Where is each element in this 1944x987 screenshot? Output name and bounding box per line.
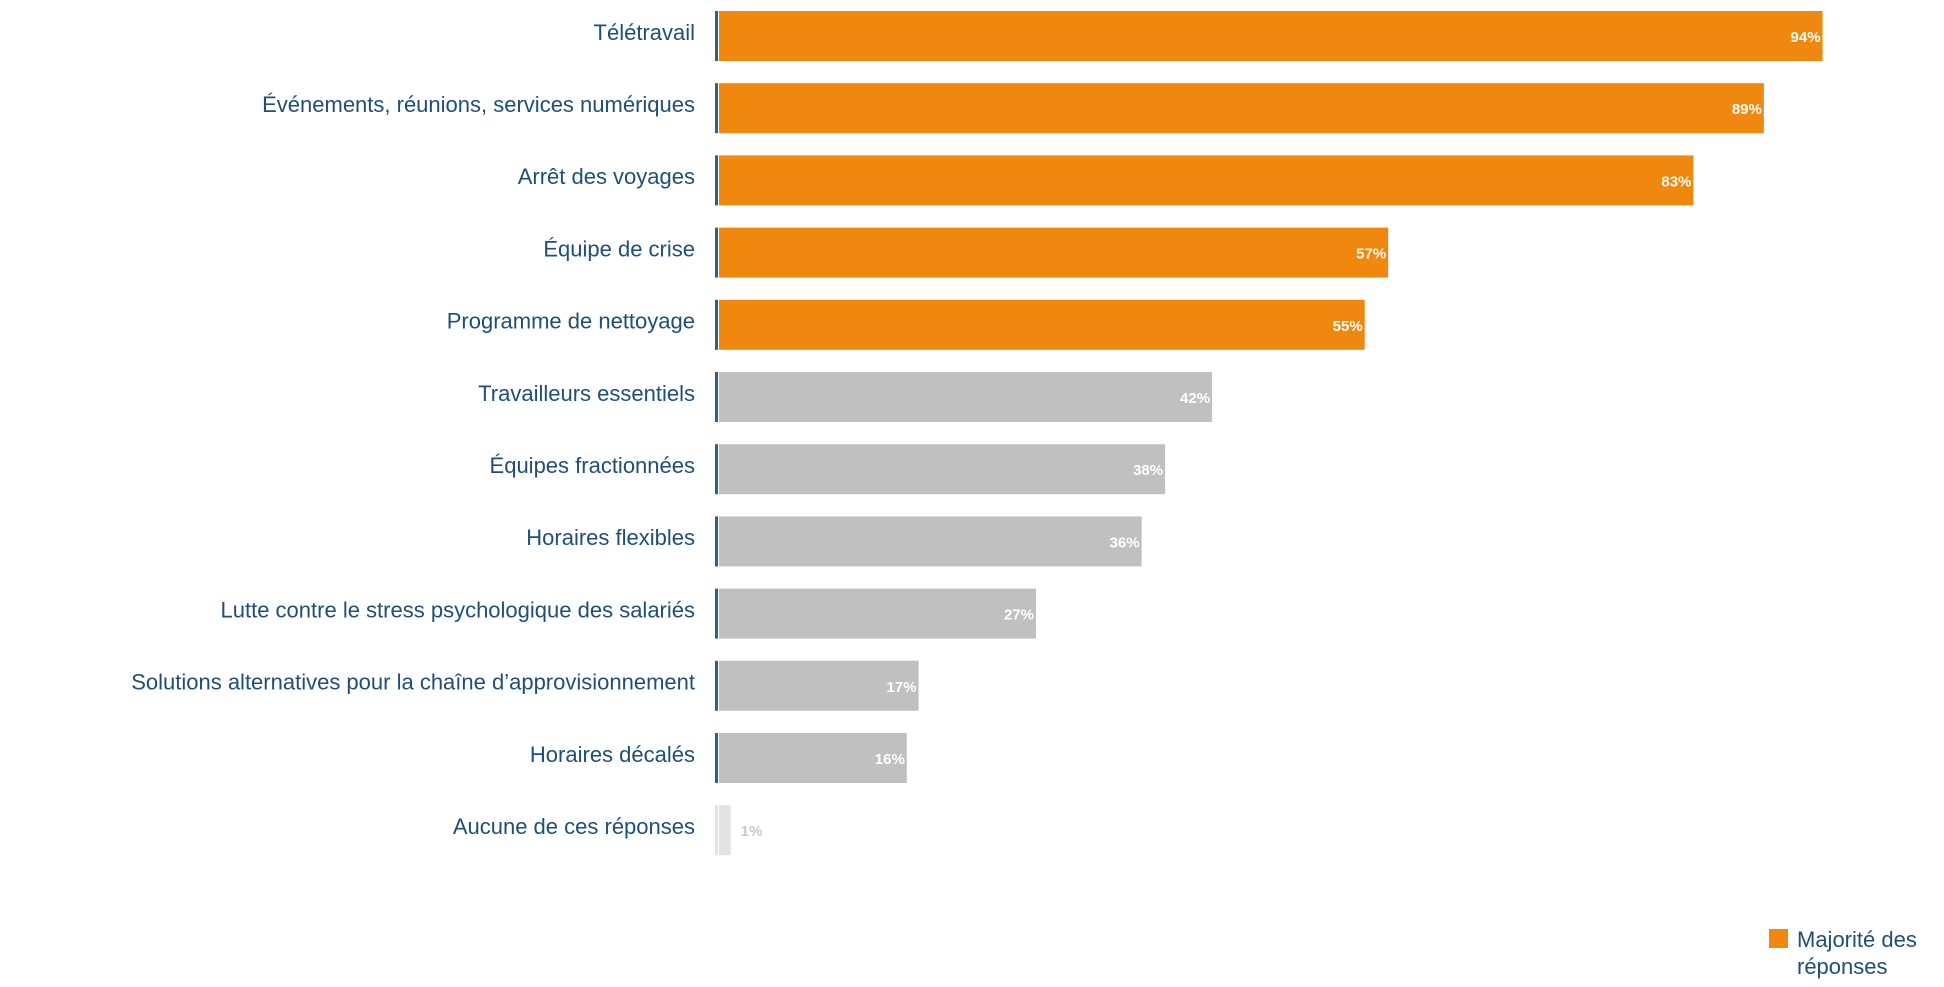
value-label: 94%	[1791, 29, 1821, 46]
category-label: Arrêt des voyages	[518, 164, 695, 189]
category-label: Travailleurs essentiels	[478, 381, 695, 406]
axis-segment	[715, 372, 718, 422]
axis-segment	[715, 805, 718, 855]
axis-segment	[715, 83, 718, 133]
axis-segment	[715, 733, 718, 783]
axis-segment	[715, 11, 718, 61]
axis-segment	[715, 589, 718, 639]
bar	[719, 228, 1388, 278]
bar	[719, 11, 1823, 61]
value-label: 83%	[1661, 173, 1691, 190]
axis-segment	[715, 516, 718, 566]
value-label: 1%	[741, 823, 763, 840]
category-label: Aucune de ces réponses	[453, 814, 695, 839]
category-label: Télétravail	[594, 20, 695, 45]
bar	[719, 300, 1365, 350]
bar	[719, 155, 1693, 205]
value-label: 89%	[1732, 101, 1762, 118]
axis-segment	[715, 300, 718, 350]
chart: Télétravail 94% Événements, réunions, serv…	[0, 0, 1944, 900]
axis-segment	[715, 444, 718, 494]
page: Télétravail 94% Événements, réunions, serv…	[0, 0, 1944, 987]
category-label: Horaires décalés	[530, 742, 695, 767]
axis-segment	[715, 228, 718, 278]
category-label: Solutions alternatives pour la chaîne d’…	[131, 670, 695, 695]
bar	[719, 372, 1212, 422]
bar	[719, 805, 731, 855]
value-label: 55%	[1333, 318, 1363, 335]
value-label: 16%	[875, 751, 905, 768]
axis-segment	[715, 155, 718, 205]
bar	[719, 83, 1764, 133]
legend-swatch	[1769, 929, 1788, 948]
value-label: 36%	[1110, 534, 1140, 551]
value-label: 38%	[1133, 462, 1163, 479]
category-label: Équipe de crise	[543, 236, 695, 261]
legend: Majorité des réponses	[1769, 926, 1944, 980]
category-label: Équipes fractionnées	[490, 453, 695, 478]
value-label: 27%	[1004, 607, 1034, 624]
value-label: 17%	[887, 679, 917, 696]
legend-label: Majorité des réponses	[1797, 926, 1944, 980]
axis-segment	[715, 661, 718, 711]
value-label: 57%	[1356, 246, 1386, 263]
category-label: Programme de nettoyage	[447, 309, 695, 334]
category-label: Lutte contre le stress psychologique des…	[221, 597, 695, 622]
value-label: 42%	[1180, 390, 1210, 407]
category-label: Horaires flexibles	[526, 525, 695, 550]
bar	[719, 516, 1142, 566]
bar	[719, 444, 1165, 494]
bar	[719, 589, 1036, 639]
category-label: Événements, réunions, services numérique…	[262, 92, 695, 117]
